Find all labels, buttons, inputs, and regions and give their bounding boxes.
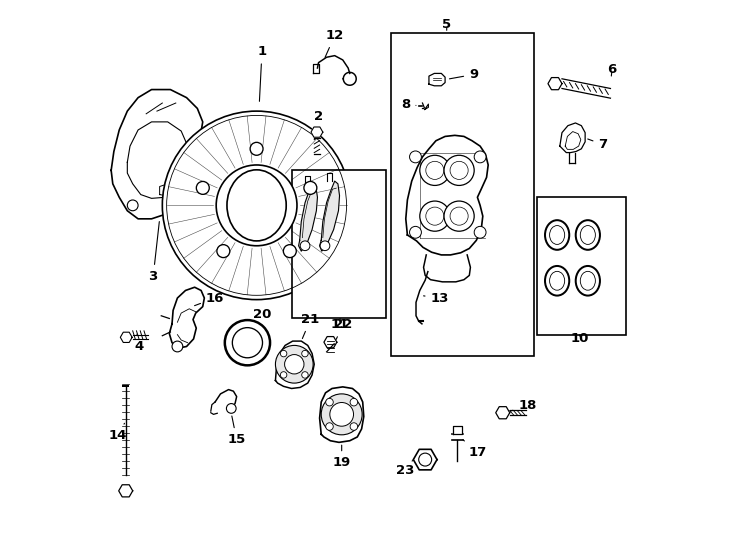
Text: 21: 21 <box>302 313 319 339</box>
Circle shape <box>474 151 486 163</box>
Text: 11: 11 <box>331 319 349 332</box>
Text: 7: 7 <box>588 138 608 151</box>
Circle shape <box>233 328 263 358</box>
Text: 20: 20 <box>253 308 272 327</box>
Polygon shape <box>560 123 585 153</box>
Circle shape <box>275 346 313 383</box>
Circle shape <box>444 201 474 231</box>
Circle shape <box>302 372 308 378</box>
Polygon shape <box>119 485 133 497</box>
Polygon shape <box>311 127 323 137</box>
Polygon shape <box>413 449 437 470</box>
Polygon shape <box>319 387 364 442</box>
Text: 10: 10 <box>570 333 589 346</box>
Ellipse shape <box>545 266 570 295</box>
Polygon shape <box>406 136 488 255</box>
Polygon shape <box>111 90 203 219</box>
Polygon shape <box>548 78 562 90</box>
Circle shape <box>172 341 183 352</box>
Text: 17: 17 <box>463 440 487 458</box>
Polygon shape <box>424 255 470 282</box>
Text: 5: 5 <box>442 18 451 31</box>
Circle shape <box>283 245 297 258</box>
Circle shape <box>410 151 421 163</box>
Circle shape <box>300 241 310 251</box>
Text: 22: 22 <box>334 319 352 340</box>
Circle shape <box>285 355 304 374</box>
Text: 6: 6 <box>608 63 617 76</box>
Circle shape <box>350 423 357 430</box>
Polygon shape <box>319 181 340 251</box>
Circle shape <box>302 350 308 357</box>
Circle shape <box>280 372 287 378</box>
Polygon shape <box>425 104 429 110</box>
Circle shape <box>410 226 421 238</box>
Polygon shape <box>299 184 317 251</box>
Ellipse shape <box>575 266 600 295</box>
Ellipse shape <box>575 220 600 250</box>
Text: 4: 4 <box>134 334 144 353</box>
Polygon shape <box>120 332 132 342</box>
Circle shape <box>304 181 317 194</box>
Text: 8: 8 <box>401 98 416 111</box>
Circle shape <box>326 399 333 406</box>
Polygon shape <box>429 73 445 86</box>
Text: 14: 14 <box>109 423 128 442</box>
Circle shape <box>350 399 357 406</box>
Text: 13: 13 <box>424 292 449 305</box>
Text: 12: 12 <box>325 29 344 57</box>
Circle shape <box>217 165 297 246</box>
Ellipse shape <box>227 170 286 241</box>
Circle shape <box>320 241 330 251</box>
Text: 1: 1 <box>258 45 266 102</box>
Circle shape <box>326 423 333 430</box>
Polygon shape <box>453 426 462 434</box>
Ellipse shape <box>545 220 570 250</box>
Text: 18: 18 <box>510 399 537 412</box>
Circle shape <box>418 453 432 466</box>
Circle shape <box>321 394 362 435</box>
Circle shape <box>420 156 450 185</box>
Circle shape <box>250 143 263 156</box>
Text: 9: 9 <box>449 68 479 81</box>
Circle shape <box>226 403 236 413</box>
Polygon shape <box>324 336 337 348</box>
Circle shape <box>330 402 354 426</box>
Bar <box>537 197 625 335</box>
Text: 19: 19 <box>333 445 351 469</box>
Text: 16: 16 <box>195 292 225 306</box>
Circle shape <box>127 200 138 211</box>
Polygon shape <box>275 341 314 388</box>
Bar <box>291 170 386 319</box>
Circle shape <box>162 111 351 300</box>
Circle shape <box>474 226 486 238</box>
Circle shape <box>196 181 209 194</box>
Bar <box>391 33 534 356</box>
Text: 3: 3 <box>148 221 159 283</box>
Circle shape <box>225 320 270 366</box>
Text: 23: 23 <box>396 460 414 477</box>
Circle shape <box>217 245 230 258</box>
Circle shape <box>420 201 450 231</box>
Polygon shape <box>495 407 509 419</box>
Text: 2: 2 <box>314 110 323 131</box>
Circle shape <box>280 350 287 357</box>
Text: 15: 15 <box>228 416 246 446</box>
Circle shape <box>444 156 474 185</box>
